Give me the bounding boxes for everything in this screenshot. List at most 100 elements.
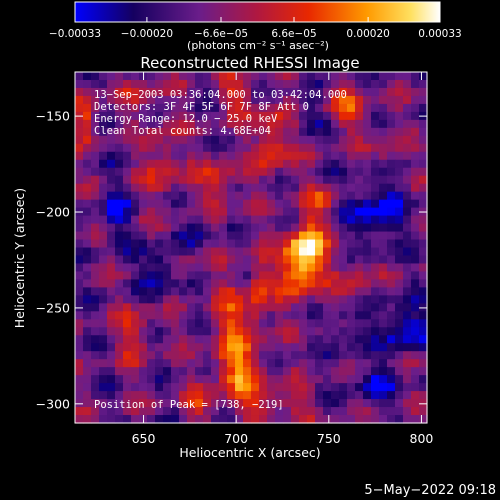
heatmap-cell bbox=[83, 399, 92, 408]
heatmap-cell bbox=[355, 223, 364, 233]
heatmap-cell bbox=[187, 127, 196, 137]
heatmap-cell bbox=[259, 351, 268, 360]
heatmap-cell bbox=[339, 87, 348, 97]
heatmap-cell bbox=[235, 383, 244, 392]
heatmap-cell bbox=[227, 103, 236, 113]
heatmap-cell bbox=[363, 367, 372, 376]
heatmap-cell bbox=[275, 319, 284, 328]
heatmap-cell bbox=[203, 191, 212, 201]
heatmap-cell bbox=[347, 391, 356, 400]
heatmap-cell bbox=[283, 351, 292, 360]
heatmap-cell bbox=[379, 311, 388, 320]
heatmap-cell bbox=[411, 415, 420, 424]
heatmap-cell bbox=[267, 231, 276, 241]
heatmap-cell bbox=[107, 135, 116, 145]
heatmap-cell bbox=[187, 223, 196, 233]
heatmap-cell bbox=[195, 215, 204, 225]
heatmap-cell bbox=[267, 375, 276, 384]
heatmap-cell bbox=[291, 303, 300, 312]
heatmap-cell bbox=[259, 143, 268, 153]
heatmap-cell bbox=[163, 415, 172, 424]
heatmap-cell bbox=[107, 255, 116, 265]
heatmap-cell bbox=[203, 103, 212, 113]
heatmap-cell bbox=[179, 375, 188, 384]
heatmap-cell bbox=[299, 72, 308, 81]
heatmap-cell bbox=[163, 327, 172, 336]
heatmap-cell bbox=[379, 167, 388, 177]
heatmap-cell bbox=[331, 327, 340, 336]
heatmap-cell bbox=[339, 311, 348, 320]
heatmap-cell bbox=[251, 303, 260, 312]
heatmap-cell bbox=[179, 223, 188, 233]
heatmap-cell bbox=[99, 279, 108, 288]
heatmap-cell bbox=[123, 191, 132, 201]
heatmap-cell bbox=[323, 199, 332, 209]
heatmap-cell bbox=[379, 135, 388, 145]
heatmap-cell bbox=[171, 335, 180, 344]
heatmap-cell bbox=[259, 183, 268, 193]
heatmap-cell bbox=[395, 303, 404, 312]
heatmap-cell bbox=[331, 239, 340, 249]
heatmap-cell bbox=[235, 191, 244, 201]
heatmap-cell bbox=[291, 319, 300, 328]
heatmap-cell bbox=[363, 87, 372, 97]
heatmap-cell bbox=[339, 223, 348, 233]
heatmap-cell bbox=[411, 103, 420, 113]
heatmap-cell bbox=[211, 391, 220, 400]
heatmap-cell bbox=[187, 359, 196, 368]
heatmap-cell bbox=[83, 239, 92, 249]
heatmap-cell bbox=[387, 151, 396, 161]
heatmap-cell bbox=[107, 279, 116, 288]
heatmap-area bbox=[75, 72, 428, 424]
heatmap-cell bbox=[163, 199, 172, 209]
heatmap-cell bbox=[99, 143, 108, 153]
heatmap-cell bbox=[307, 95, 316, 105]
heatmap-cell bbox=[99, 415, 108, 424]
heatmap-cell bbox=[291, 127, 300, 137]
heatmap-cell bbox=[331, 135, 340, 145]
heatmap-cell bbox=[219, 311, 228, 320]
heatmap-cell bbox=[83, 343, 92, 352]
heatmap-cell bbox=[83, 143, 92, 153]
heatmap-cell bbox=[147, 239, 156, 249]
heatmap-cell bbox=[147, 175, 156, 185]
heatmap-cell bbox=[363, 271, 372, 281]
heatmap-cell bbox=[275, 255, 284, 265]
heatmap-cell bbox=[387, 111, 396, 121]
heatmap-cell bbox=[147, 103, 156, 113]
heatmap-cell bbox=[347, 207, 356, 217]
heatmap-cell bbox=[155, 72, 164, 81]
heatmap-cell bbox=[195, 103, 204, 113]
heatmap-cell bbox=[331, 119, 340, 129]
heatmap-cell bbox=[211, 95, 220, 105]
heatmap-cell bbox=[395, 183, 404, 193]
heatmap-cell bbox=[259, 407, 268, 416]
heatmap-cell bbox=[171, 407, 180, 416]
heatmap-cell bbox=[187, 111, 196, 121]
heatmap-cell bbox=[411, 87, 420, 97]
heatmap-cell bbox=[307, 191, 316, 201]
heatmap-cell bbox=[107, 375, 116, 384]
heatmap-cell bbox=[371, 207, 380, 217]
heatmap-cell bbox=[275, 207, 284, 217]
heatmap-cell bbox=[395, 119, 404, 129]
heatmap-cell bbox=[339, 79, 348, 89]
heatmap-cell bbox=[227, 79, 236, 89]
heatmap-cell bbox=[115, 87, 124, 97]
heatmap-cell bbox=[403, 119, 412, 129]
heatmap-cell bbox=[179, 215, 188, 225]
heatmap-cell bbox=[235, 167, 244, 177]
heatmap-cell bbox=[75, 215, 84, 225]
heatmap-cell bbox=[299, 399, 308, 408]
heatmap-cell bbox=[163, 151, 172, 161]
heatmap-cell bbox=[403, 287, 412, 296]
heatmap-cell bbox=[211, 327, 220, 336]
heatmap-cell bbox=[179, 295, 188, 304]
heatmap-cell bbox=[171, 287, 180, 296]
heatmap-cell bbox=[91, 207, 100, 217]
heatmap-cell bbox=[99, 72, 108, 81]
heatmap-cell bbox=[283, 383, 292, 392]
y-axis-label: Heliocentric Y (arcsec) bbox=[12, 188, 27, 328]
heatmap-cell bbox=[75, 191, 84, 201]
heatmap-cell bbox=[291, 391, 300, 400]
